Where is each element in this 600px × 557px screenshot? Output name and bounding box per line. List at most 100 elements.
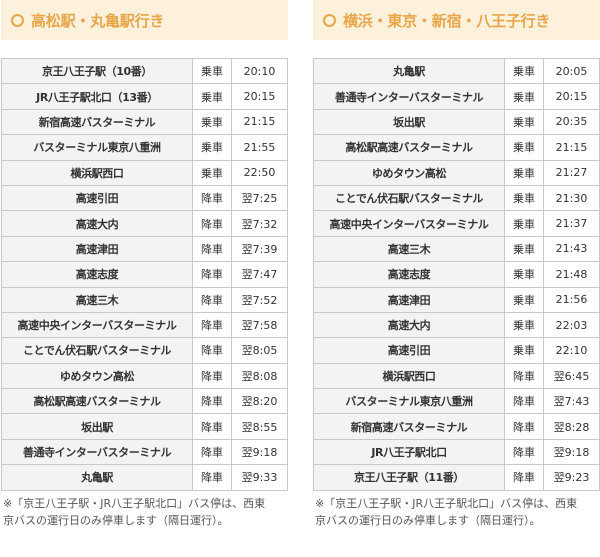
time-cell: 20:05	[543, 57, 600, 85]
time-cell: 21:37	[543, 210, 600, 237]
board-type-cell: 降車	[504, 362, 544, 390]
time-cell: 21:56	[543, 286, 600, 313]
board-type-cell: 降車	[192, 235, 232, 263]
table-row: 高松駅高速バスターミナル 降車 翌8:20	[1, 388, 288, 415]
board-type-cell: 乗車	[192, 134, 232, 161]
time-cell: 20:15	[231, 83, 288, 110]
table-row: 新宿高速バスターミナル 乗車 21:15	[1, 108, 288, 136]
table-row: 高速津田 乗車 21:56	[313, 286, 600, 313]
stop-name-cell: 善通寺インターバスターミナル	[1, 438, 193, 466]
time-cell: 20:15	[543, 83, 600, 110]
table-row: 横浜駅西口 乗車 22:50	[1, 159, 288, 186]
time-cell: 21:15	[543, 134, 600, 161]
board-type-cell: 乗車	[192, 83, 232, 110]
table-row: ゆめタウン高松 乗車 21:27	[313, 159, 600, 186]
stop-name-cell: 高速引田	[1, 184, 193, 212]
stop-name-cell: 高速引田	[313, 337, 505, 364]
board-type-cell: 乗車	[504, 311, 544, 339]
board-type-cell: 乗車	[504, 235, 544, 263]
time-cell: 翌9:23	[543, 464, 600, 491]
time-cell: 22:50	[231, 159, 288, 186]
stop-name-cell: 高松駅高速バスターミナル	[313, 134, 505, 161]
stop-name-cell: バスターミナル東京八重洲	[1, 134, 193, 161]
stop-name-cell: バスターミナル東京八重洲	[313, 388, 505, 415]
board-type-cell: 乗車	[504, 261, 544, 288]
board-type-cell: 降車	[192, 438, 232, 466]
board-type-cell: 降車	[192, 184, 232, 212]
time-cell: 翌8:20	[231, 388, 288, 415]
circle-bullet-icon	[323, 13, 336, 27]
stop-name-cell: 高松駅高速バスターミナル	[1, 388, 193, 415]
timetable-to-takamatsu: 高松駅・丸亀駅行き 京王八王子駅（10番） 乗車 20:10 JR八王子駅北口（13番…	[1, 0, 288, 529]
time-cell: 翌7:43	[543, 388, 600, 415]
stop-name-cell: 京王八王子駅（10番）	[1, 57, 193, 85]
time-cell: 21:55	[231, 134, 288, 161]
time-cell: 20:35	[543, 108, 600, 136]
time-cell: 翌7:39	[231, 235, 288, 263]
time-cell: 21:43	[543, 235, 600, 263]
table-row: ことでん伏石駅バスターミナル 乗車 21:30	[313, 184, 600, 212]
time-cell: 翌8:05	[231, 337, 288, 364]
time-cell: 21:15	[231, 108, 288, 136]
stop-name-cell: ことでん伏石駅バスターミナル	[313, 184, 505, 212]
board-type-cell: 降車	[192, 413, 232, 440]
board-type-cell: 降車	[192, 311, 232, 339]
stop-name-cell: 坂出駅	[313, 108, 505, 136]
board-type-cell: 降車	[192, 337, 232, 364]
stop-name-cell: 高速大内	[313, 311, 505, 339]
footnote: ※「京王八王子駅・JR八王子駅北口」バス停は、西東京バスの運行日のみ停車します（…	[3, 496, 266, 527]
time-cell: 翌8:08	[231, 362, 288, 390]
stop-name-cell: 高速志度	[1, 261, 193, 288]
stop-name-cell: JR八王子駅北口（13番）	[1, 83, 193, 110]
time-cell: 21:48	[543, 261, 600, 288]
timetable-to-hachioji: 横浜・東京・新宿・八王子行き 丸亀駅 乗車 20:05 善通寺インターバスターミナル乗…	[313, 0, 600, 529]
stop-name-cell: 善通寺インターバスターミナル	[313, 83, 505, 110]
table-row: JR八王子駅北口（13番） 乗車 20:15	[1, 83, 288, 110]
table-row: JR八王子駅北口 降車 翌9:18	[313, 438, 600, 466]
table-row: 善通寺インターバスターミナル 乗車 20:15	[313, 83, 600, 110]
section-header: 横浜・東京・新宿・八王子行き	[313, 0, 600, 40]
table-row: 高速大内 降車 翌7:32	[1, 210, 288, 237]
board-type-cell: 降車	[192, 362, 232, 390]
stop-name-cell: JR八王子駅北口	[313, 438, 505, 466]
table-row: 坂出駅 降車 翌8:55	[1, 413, 288, 440]
table-row: 丸亀駅 降車 翌9:33	[1, 464, 288, 491]
time-cell: 22:03	[543, 311, 600, 339]
stop-name-cell: 高速中央インターバスターミナル	[313, 210, 505, 237]
table-row: 高速中央インターバスターミナル 乗車 21:37	[313, 210, 600, 237]
board-type-cell: 乗車	[192, 108, 232, 136]
table-row: 高速津田 降車 翌7:39	[1, 235, 288, 263]
timetable: 丸亀駅 乗車 20:05 善通寺インターバスターミナル 乗車 20:15 坂出駅 乗車 20:3…	[313, 57, 600, 491]
table-row: 善通寺インターバスターミナル 降車 翌9:18	[1, 438, 288, 466]
table-row: 坂出駅 乗車 20:35	[313, 108, 600, 136]
time-cell: 20:10	[231, 57, 288, 85]
table-row: ことでん伏石駅バスターミナル 降車 翌8:05	[1, 337, 288, 364]
time-cell: 翌9:33	[231, 464, 288, 491]
board-type-cell: 乗車	[504, 57, 544, 85]
stop-name-cell: 高速志度	[313, 261, 505, 288]
table-row: 高速引田 乗車 22:10	[313, 337, 600, 364]
board-type-cell: 降車	[504, 413, 544, 440]
stop-name-cell: 高速津田	[313, 286, 505, 313]
table-row: 高速中央インターバスターミナル 降車 翌7:58	[1, 311, 288, 339]
time-cell: 21:30	[543, 184, 600, 212]
stop-name-cell: 新宿高速バスターミナル	[313, 413, 505, 440]
stop-name-cell: 高速中央インターバスターミナル	[1, 311, 193, 339]
time-cell: 翌7:25	[231, 184, 288, 212]
section-title: 高松駅・丸亀駅行き	[31, 11, 165, 30]
table-row: ゆめタウン高松 降車 翌8:08	[1, 362, 288, 390]
table-row: 高速三木 降車 翌7:52	[1, 286, 288, 313]
board-type-cell: 乗車	[504, 159, 544, 186]
table-row: 高速志度 乗車 21:48	[313, 261, 600, 288]
stop-name-cell: 横浜駅西口	[1, 159, 193, 186]
time-cell: 22:10	[543, 337, 600, 364]
table-row: 京王八王子駅（11番） 降車 翌9:23	[313, 464, 600, 491]
table-row: 高速志度 降車 翌7:47	[1, 261, 288, 288]
footnote: ※「京王八王子駅・JR八王子駅北口」バス停は、西東京バスの運行日のみ停車します（…	[315, 496, 578, 527]
stop-name-cell: 新宿高速バスターミナル	[1, 108, 193, 136]
board-type-cell: 降車	[192, 388, 232, 415]
board-type-cell: 降車	[192, 286, 232, 313]
time-cell: 翌7:32	[231, 210, 288, 237]
time-cell: 21:27	[543, 159, 600, 186]
table-row: 高速引田 降車 翌7:25	[1, 184, 288, 212]
